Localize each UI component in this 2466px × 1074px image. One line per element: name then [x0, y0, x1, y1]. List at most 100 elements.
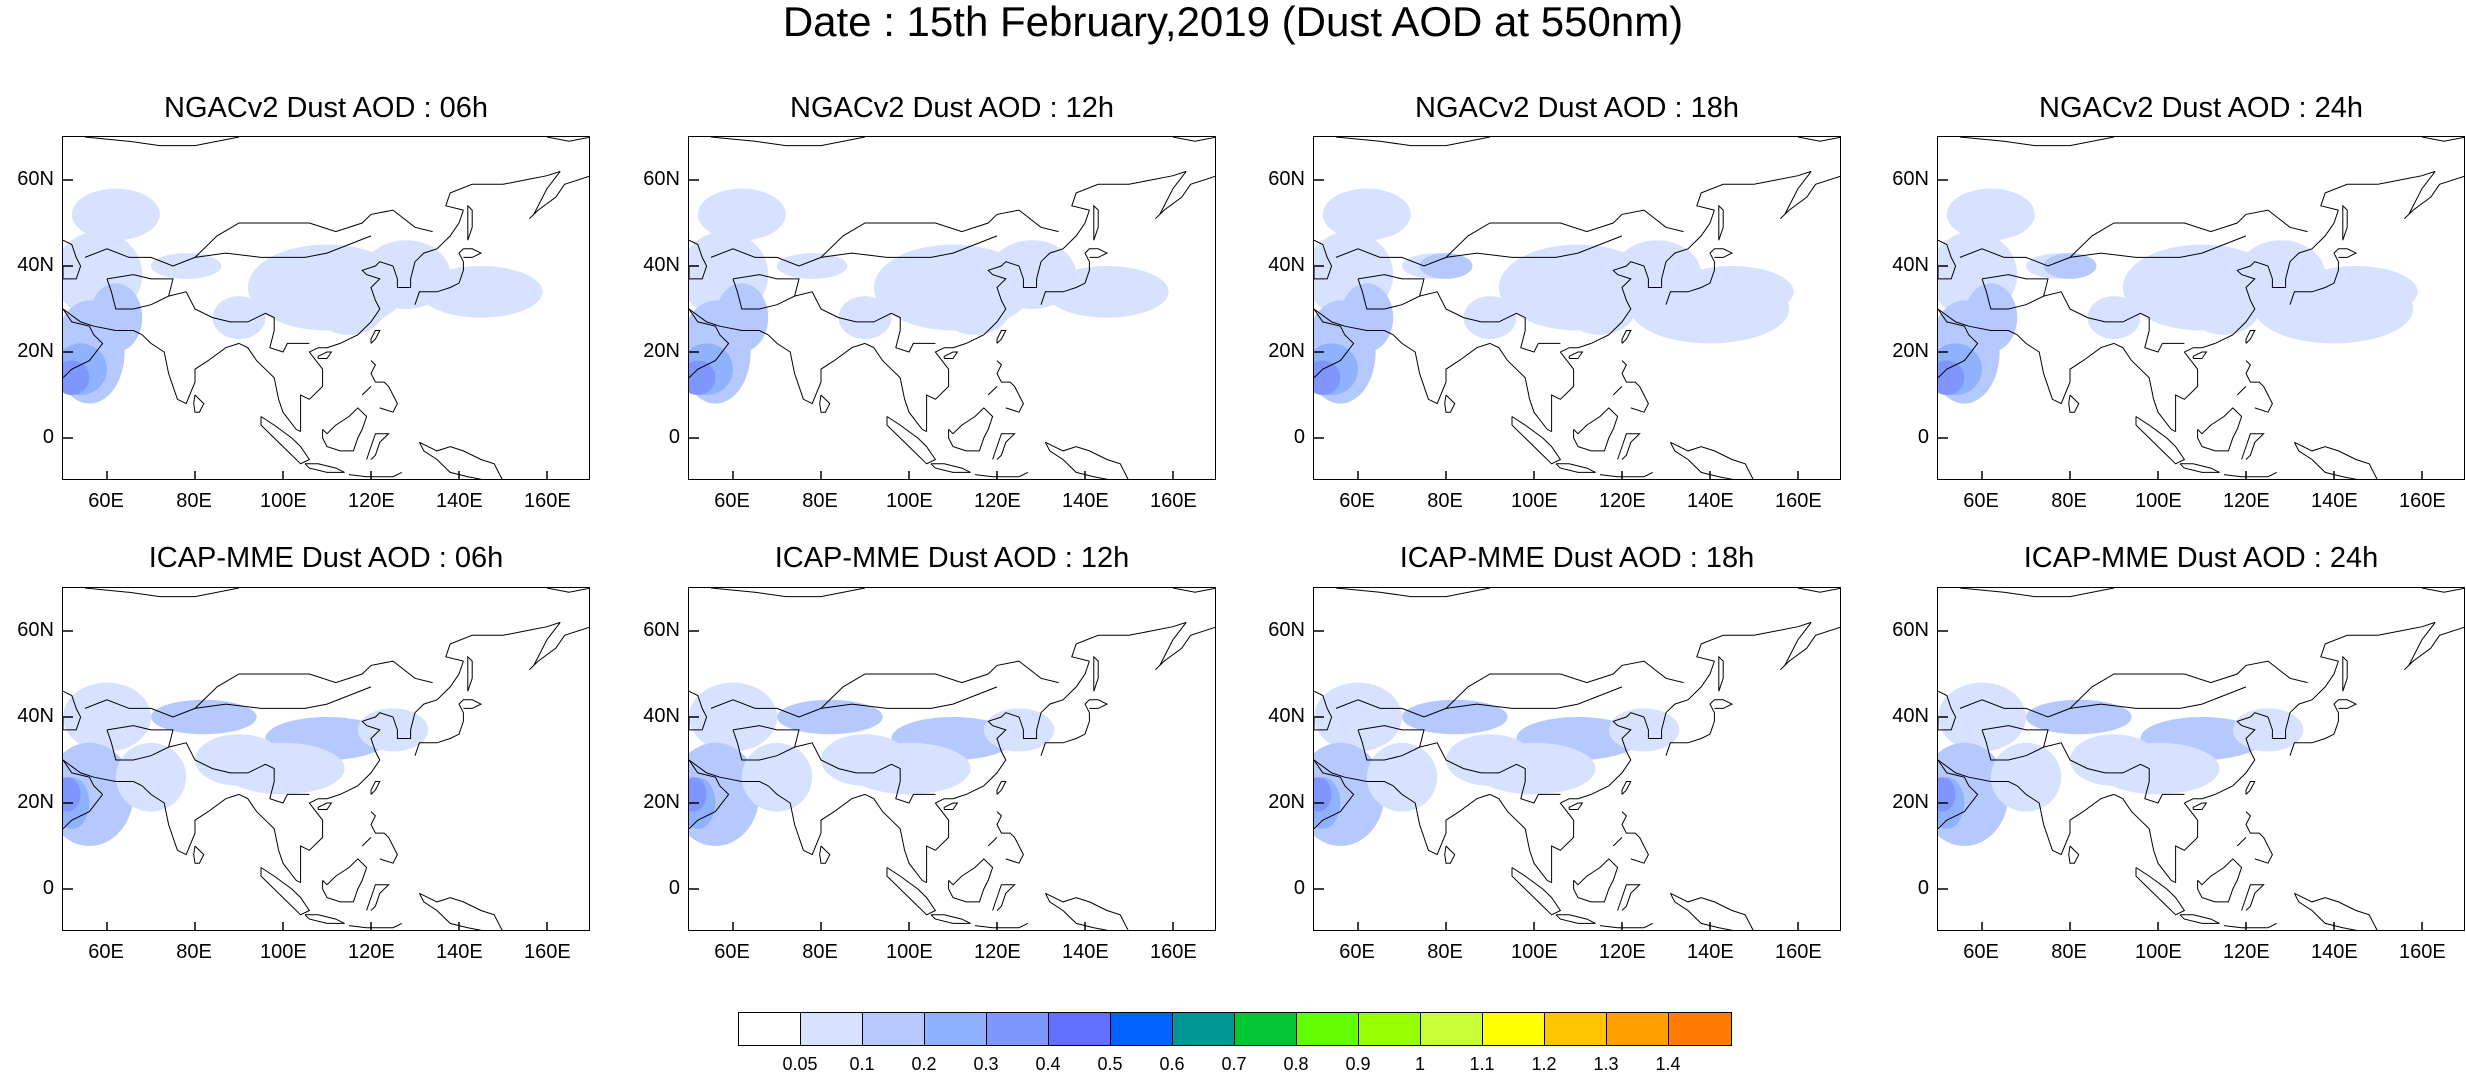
coastline — [992, 884, 1016, 911]
dust-field-patch — [1045, 266, 1169, 318]
coastline — [63, 308, 104, 379]
coastline — [820, 686, 998, 709]
dust-field-patch — [1340, 283, 1394, 352]
coastline — [819, 845, 831, 864]
coastline — [1718, 204, 1724, 241]
map-frame — [62, 587, 590, 931]
coastline — [2175, 793, 2216, 883]
map-frame — [688, 587, 1216, 931]
coastline — [317, 351, 333, 359]
coastline — [392, 660, 464, 739]
coastline — [974, 471, 1029, 478]
dust-field-patch — [1938, 682, 2026, 752]
coastline — [1314, 308, 1394, 336]
coastline — [930, 463, 971, 473]
coastline — [2113, 342, 2176, 433]
colorbar-label: 0.4 — [1035, 1054, 1061, 1074]
panel-title: ICAP-MME Dust AOD : 18h — [1399, 542, 1755, 574]
dust-field-patch — [63, 682, 151, 752]
coastline — [2135, 867, 2186, 916]
map-frame — [1937, 587, 2465, 931]
coastline — [1555, 463, 1596, 473]
colorbar-label: 1.3 — [1593, 1054, 1619, 1074]
lat-tick-label: 40N — [1892, 254, 1929, 276]
colorbar-swatch — [986, 1012, 1050, 1046]
coastline — [1669, 892, 1754, 930]
lon-tick-label: 80E — [176, 490, 212, 512]
coastline — [467, 655, 473, 692]
coastline — [2068, 845, 2080, 864]
coastline — [370, 781, 381, 795]
lon-tick-label: 160E — [1775, 490, 1822, 512]
map-frame — [1313, 136, 1841, 480]
coastline — [1071, 621, 1187, 662]
lat-tick-label: 40N — [643, 705, 680, 727]
dust-field-patch — [2043, 253, 2097, 279]
coastline — [710, 137, 866, 147]
coastline — [546, 588, 589, 593]
coastline — [322, 858, 368, 903]
coastline — [1155, 622, 1215, 671]
coastline — [1568, 351, 1584, 359]
coastline — [2245, 360, 2273, 413]
coastline — [1392, 334, 1491, 405]
panel-title: NGACv2 Dust AOD : 12h — [790, 92, 1114, 124]
lon-tick-label: 140E — [2311, 941, 2358, 963]
coastline — [1959, 660, 2308, 718]
coastline — [1071, 170, 1187, 211]
coastline — [1643, 660, 1715, 739]
colorbar-label: 0.3 — [973, 1054, 999, 1074]
colorbar-label: 0.05 — [782, 1054, 818, 1074]
coastline — [84, 137, 240, 147]
coastline — [1357, 725, 1425, 761]
lon-tick-label: 140E — [1062, 941, 1109, 963]
colorbar-swatch — [862, 1012, 926, 1046]
coastline — [529, 622, 589, 671]
dust-field-patch — [2096, 742, 2220, 795]
coastline — [1044, 892, 1129, 930]
coastline — [1621, 360, 1649, 413]
coastline — [63, 239, 82, 280]
coastline — [689, 759, 730, 830]
coastline — [2192, 802, 2208, 810]
coastline — [414, 699, 483, 756]
coastline — [1445, 235, 1623, 258]
coastline — [2043, 291, 2185, 353]
coastline — [304, 914, 345, 924]
coastline — [732, 274, 800, 310]
dust-field-patch — [2232, 708, 2304, 752]
coastline — [689, 690, 708, 731]
coastline — [1555, 914, 1596, 924]
coastline — [168, 742, 310, 804]
lon-tick-label: 80E — [2051, 490, 2087, 512]
dust-field-patch — [715, 283, 769, 352]
coastline — [710, 588, 866, 598]
coastline — [689, 239, 708, 280]
coastline — [2289, 248, 2358, 305]
lon-tick-label: 160E — [1775, 941, 1822, 963]
coastline — [1669, 441, 1754, 479]
coastline — [467, 204, 473, 241]
lon-tick-label: 80E — [802, 941, 838, 963]
coastline — [2223, 471, 2278, 478]
lon-tick-label: 100E — [2135, 941, 2182, 963]
dust-field-patch — [212, 296, 266, 340]
coastline — [366, 433, 390, 460]
coastline — [2179, 914, 2220, 924]
dust-field-patch — [71, 188, 160, 241]
coastline — [2241, 433, 2265, 460]
coastline — [948, 407, 994, 452]
map-frame — [62, 136, 590, 480]
lon-tick-label: 80E — [2051, 941, 2087, 963]
lon-tick-label: 60E — [1963, 941, 1999, 963]
coastline — [84, 660, 433, 718]
lon-tick-label: 60E — [714, 490, 750, 512]
coastline — [260, 867, 311, 916]
dust-field-patch — [1463, 296, 1517, 340]
lat-tick-label: 0 — [1293, 877, 1305, 899]
coastline — [1617, 433, 1641, 460]
coastline — [141, 785, 240, 856]
lat-tick-label: 40N — [17, 254, 54, 276]
coastline — [2223, 922, 2278, 929]
colorbar-swatch — [1544, 1012, 1608, 1046]
